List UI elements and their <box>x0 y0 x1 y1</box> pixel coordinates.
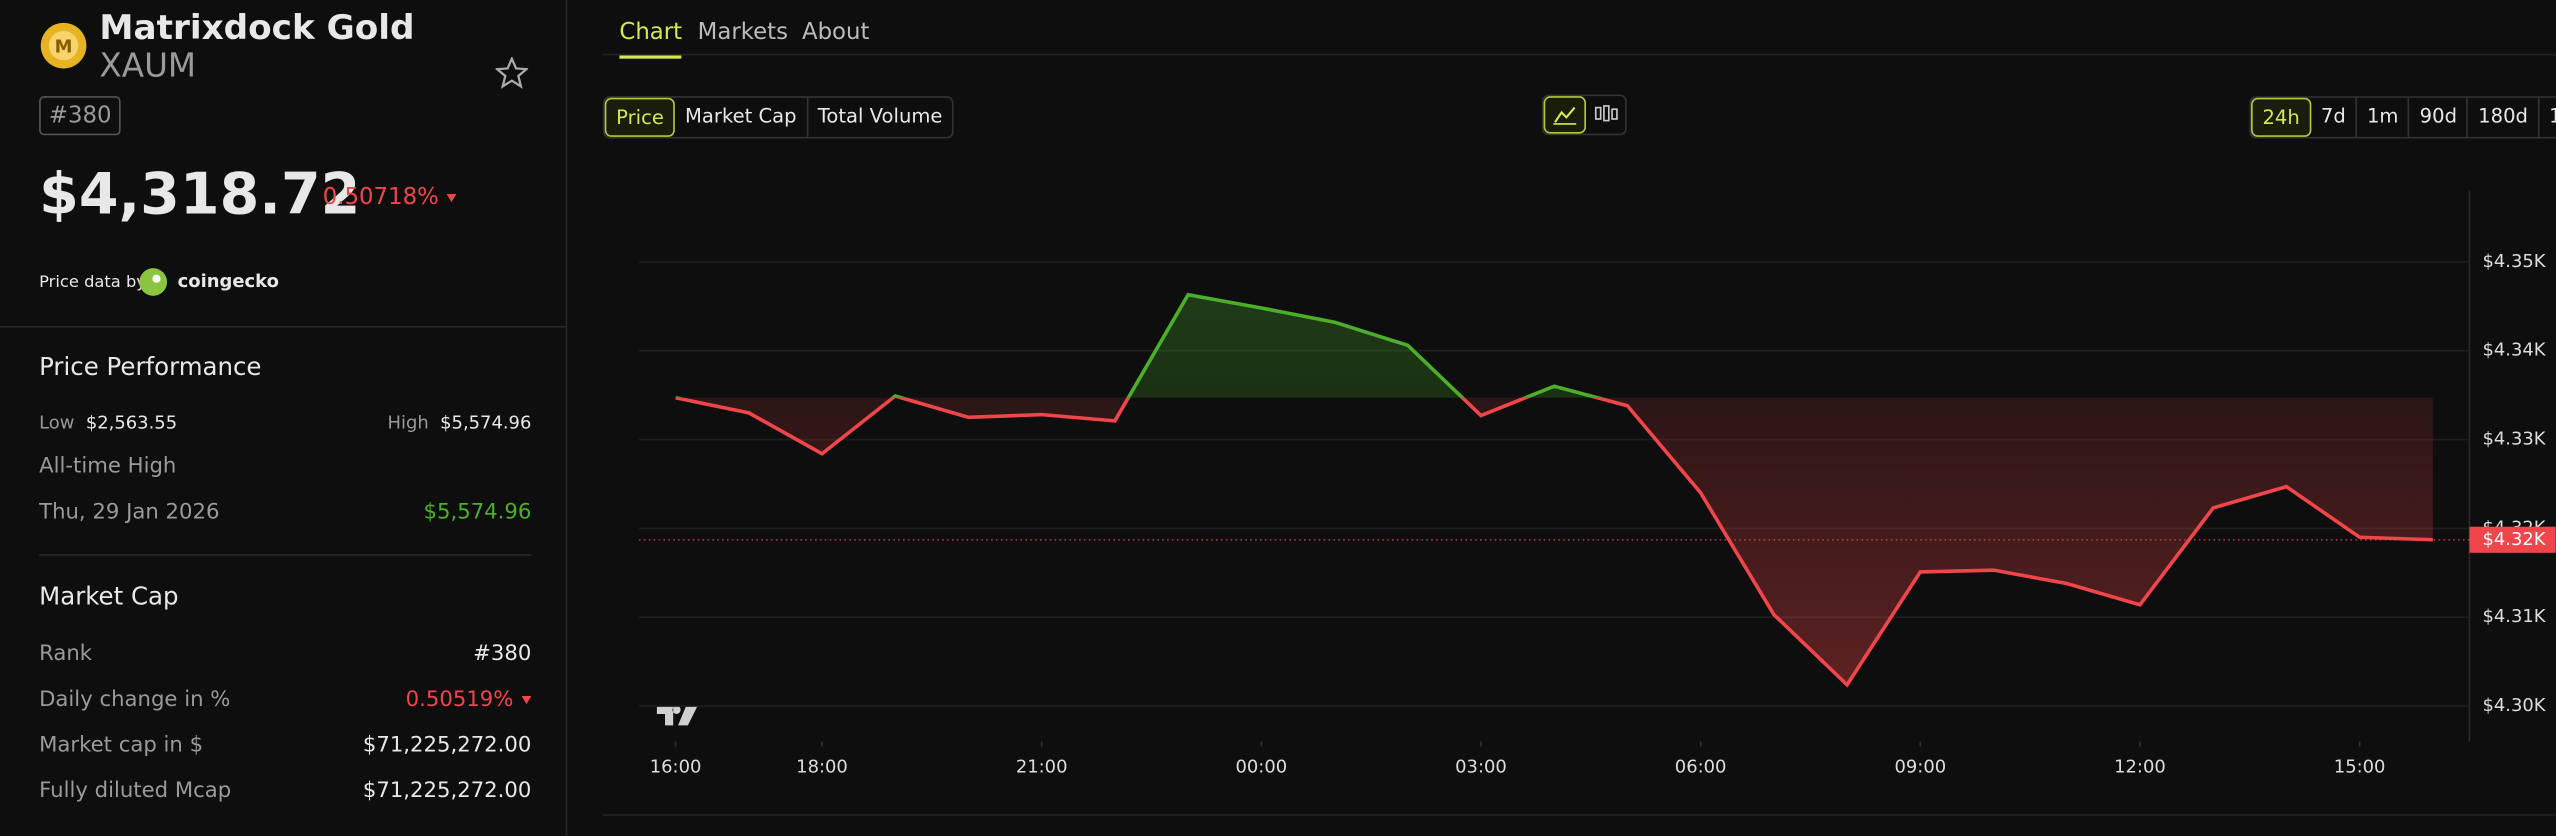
tab[interactable]: About <box>801 19 870 46</box>
price-change: 0.50718% <box>323 184 457 210</box>
stat-row: Daily change in % 0.50519% <box>39 687 532 713</box>
stat-value: #380 <box>473 642 532 667</box>
range-tabs: 24h 7d 1m 90d 180d 1y <box>2249 96 2556 139</box>
area-up <box>892 294 1598 398</box>
metric-tab[interactable]: Price <box>604 97 676 137</box>
low-value: $2,563.55 <box>85 412 178 434</box>
ath-row: Thu, 29 Jan 2026 $5,574.96 <box>39 500 531 524</box>
section-title: Market Cap <box>39 581 179 612</box>
metric-tab[interactable]: Total Volume <box>817 104 943 128</box>
metric-tab[interactable]: Market Cap <box>675 97 808 137</box>
source-name: coingecko <box>177 270 279 292</box>
stat-label: Rank <box>39 642 93 667</box>
x-tick-label: 09:00 <box>1894 757 1946 778</box>
high-value: $5,574.96 <box>440 412 532 434</box>
low: Low $2,563.55 <box>39 412 177 433</box>
range-tab[interactable]: 7d <box>2311 97 2358 137</box>
stat-row: Market cap in $ $71,225,272.00 <box>39 734 531 758</box>
y-tick-label: $4.34K <box>2482 340 2546 361</box>
y-tick-label: $4.31K <box>2482 606 2546 627</box>
y-tick-label: $4.30K <box>2482 695 2546 716</box>
stat-row: Fully diluted Mcap $71,225,272.00 <box>39 779 531 803</box>
area-down <box>675 397 2433 685</box>
stat-value: $71,225,272.00 <box>362 779 532 804</box>
current-price-label: $4.32K <box>2482 529 2546 550</box>
ath-label: All-time High <box>39 454 177 480</box>
stat-label: Fully diluted Mcap <box>39 779 232 804</box>
tradingview-logo <box>656 705 698 726</box>
candle-chart-button[interactable] <box>1586 96 1625 130</box>
line-chart-button[interactable] <box>1543 96 1586 134</box>
stat-label: Market cap in $ <box>39 733 204 758</box>
divider <box>39 554 532 556</box>
y-tick-label: $4.35K <box>2482 251 2546 272</box>
x-tick-label: 18:00 <box>796 757 848 778</box>
coingecko-logo <box>139 268 168 296</box>
x-tick-label: 03:00 <box>1455 757 1507 778</box>
stat-value: 0.50519% <box>406 688 532 712</box>
price: $4,318.72 <box>39 163 361 229</box>
x-tick-label: 15:00 <box>2334 757 2386 778</box>
section-title: Price Performance <box>39 352 262 382</box>
high-label: High <box>387 412 429 434</box>
high: High $5,574.96 <box>387 412 531 433</box>
coin-icon: M <box>40 22 87 69</box>
coin-name: Matrixdock Gold <box>99 8 415 48</box>
metric-tabs: Price Market Cap Total Volume <box>603 96 954 139</box>
stat-label: Daily change in % <box>39 687 231 713</box>
y-tick-label: $4.33K <box>2482 429 2546 450</box>
ath-value: $5,574.96 <box>423 500 532 525</box>
range-tab[interactable]: 1m <box>2357 97 2410 137</box>
low-label: Low <box>39 412 75 434</box>
low-high-row: Low $2,563.55 High $5,574.96 <box>39 412 531 433</box>
x-tick-label: 12:00 <box>2114 757 2166 778</box>
price-chart: $4.30K $4.31K $4.32K $4.33K $4.34K $4.35K 16:0… <box>603 190 2556 816</box>
x-tick-label: 16:00 <box>650 757 702 778</box>
range-tab[interactable]: 1y <box>2539 98 2556 137</box>
range-tab[interactable]: 24h <box>2251 97 2312 137</box>
coin-symbol: XAUM <box>99 45 197 85</box>
rank-badge: #380 <box>39 96 122 136</box>
range-tab[interactable]: 180d <box>2468 97 2540 137</box>
divider <box>0 326 566 328</box>
price-change-value: 0.50718% <box>322 184 439 211</box>
divider <box>603 53 2556 56</box>
sidebar: M Matrixdock Gold XAUM #380 $4,318.72 0.… <box>0 0 568 836</box>
svg-text:M: M <box>55 36 73 57</box>
price-data-by: Price data by <box>39 273 146 292</box>
current-price-badge <box>2469 526 2556 553</box>
tab[interactable]: Chart <box>619 20 683 59</box>
tab[interactable]: Markets <box>697 19 788 46</box>
x-tick-label: 06:00 <box>1675 757 1727 778</box>
x-tick-label: 00:00 <box>1235 757 1287 778</box>
ath-date: Thu, 29 Jan 2026 <box>39 500 220 525</box>
stat-value: $71,225,272.00 <box>362 733 532 758</box>
range-tab[interactable]: 90d <box>2410 97 2469 137</box>
price-line-up <box>675 292 1605 398</box>
stat-row: Rank #380 <box>39 642 531 666</box>
price-line-down <box>675 397 2433 688</box>
stat-value-text: 0.50519% <box>405 687 514 713</box>
favorite-star[interactable] <box>495 57 529 90</box>
chart-style-toggle <box>1541 94 1627 136</box>
x-tick-label: 21:00 <box>1016 757 1068 778</box>
